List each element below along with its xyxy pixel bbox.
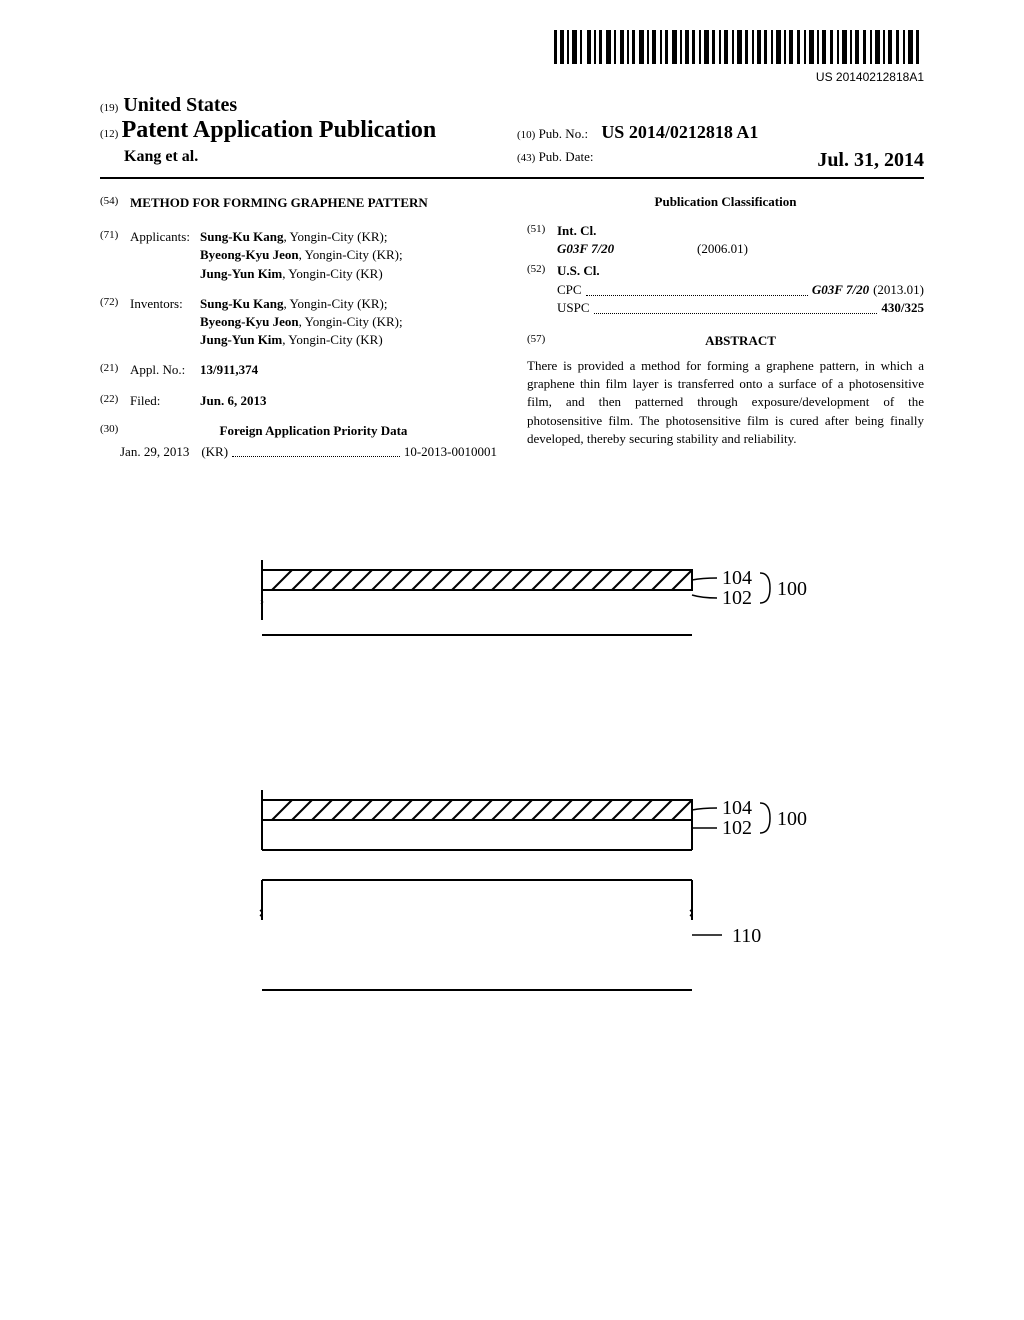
dots-icon — [586, 295, 808, 296]
applicants-content: Sung-Ku Kang, Yongin-City (KR); Byeong-K… — [200, 228, 497, 283]
us-cl-label: U.S. Cl. — [557, 262, 924, 280]
applicants-num: (71) — [100, 228, 130, 283]
cpc-code: G03F 7/20 — [812, 281, 869, 299]
barcode-graphic — [554, 30, 924, 64]
int-cl-row: (51) Int. Cl. G03F 7/20 (2006.01) — [527, 222, 924, 260]
dots-icon — [594, 313, 878, 314]
barcode-section: US 20140212818A1 — [100, 30, 924, 84]
pub-no-label: Pub. No.: — [539, 126, 588, 141]
abstract-text: There is provided a method for forming a… — [527, 357, 924, 448]
priority-date: Jan. 29, 2013 — [120, 444, 189, 460]
country-num: (19) — [100, 102, 118, 114]
body-columns: (54) METHOD FOR FORMING GRAPHENE PATTERN… — [100, 194, 924, 460]
header-row: (19) United States (12) Patent Applicati… — [100, 94, 924, 179]
pub-date: Jul. 31, 2014 — [817, 149, 924, 172]
fig2-label-110: 110 — [732, 925, 761, 947]
priority-country: (KR) — [201, 444, 228, 460]
applicant-loc-0: , Yongin-City (KR); — [283, 229, 387, 244]
pub-date-num: (43) — [517, 152, 535, 164]
header-applicant: Kang et al. — [100, 148, 507, 166]
pub-no: US 2014/0212818 A1 — [601, 122, 758, 142]
header-right: (10) Pub. No.: US 2014/0212818 A1 (43) P… — [507, 94, 924, 172]
int-cl-label: Int. Cl. — [557, 222, 924, 240]
applicant-loc-1: , Yongin-City (KR); — [299, 247, 403, 262]
uspc-code: 430/325 — [881, 299, 924, 317]
inventor-name-1: Byeong-Kyu Jeon — [200, 314, 299, 329]
country: United States — [123, 94, 237, 116]
applicants-label: Applicants: — [130, 228, 200, 283]
filed-value: Jun. 6, 2013 — [200, 392, 497, 410]
figures-section: 104 102 100 — [100, 540, 924, 1030]
applicant-name-2: Jung-Yun Kim — [200, 266, 282, 281]
dots-icon — [232, 456, 400, 457]
priority-header-row: (30) Foreign Application Priority Data — [100, 422, 497, 440]
appl-no-label: Appl. No.: — [130, 361, 200, 379]
inventor-loc-2: , Yongin-City (KR) — [282, 332, 382, 347]
int-cl-content: Int. Cl. G03F 7/20 (2006.01) — [557, 222, 924, 260]
inventor-name-2: Jung-Yun Kim — [200, 332, 282, 347]
us-cl-row: (52) U.S. Cl. CPC G03F 7/20 (2013.01) US… — [527, 262, 924, 317]
inventor-loc-0: , Yongin-City (KR); — [283, 296, 387, 311]
uspc-label: USPC — [557, 299, 590, 317]
priority-data-row: Jan. 29, 2013 (KR) 10-2013-0010001 — [100, 444, 497, 460]
pub-type: Patent Application Publication — [122, 117, 437, 143]
fig1-label-104: 104 — [722, 567, 752, 589]
us-cl-num: (52) — [527, 262, 557, 317]
inventors-label: Inventors: — [130, 295, 200, 350]
pub-no-num: (10) — [517, 129, 535, 141]
inventor-loc-1: , Yongin-City (KR); — [299, 314, 403, 329]
pub-type-num: (12) — [100, 128, 118, 140]
int-cl-code: G03F 7/20 — [557, 240, 697, 258]
int-cl-num: (51) — [527, 222, 557, 260]
inventor-name-0: Sung-Ku Kang — [200, 296, 283, 311]
abstract-header: ABSTRACT — [557, 333, 924, 349]
filed-num: (22) — [100, 392, 130, 410]
applicant-name-0: Sung-Ku Kang — [200, 229, 283, 244]
right-column: Publication Classification (51) Int. Cl.… — [527, 194, 924, 460]
cpc-label: CPC — [557, 281, 582, 299]
figure-1: 104 102 100 — [192, 540, 832, 670]
inventors-row: (72) Inventors: Sung-Ku Kang, Yongin-Cit… — [100, 295, 497, 350]
priority-header: Foreign Application Priority Data — [130, 422, 497, 440]
title-num: (54) — [100, 194, 130, 216]
applicant-name-1: Byeong-Kyu Jeon — [200, 247, 299, 262]
fig2-label-104: 104 — [722, 797, 752, 819]
title-row: (54) METHOD FOR FORMING GRAPHENE PATTERN — [100, 194, 497, 216]
header-left: (19) United States (12) Patent Applicati… — [100, 94, 507, 166]
classification-header: Publication Classification — [527, 194, 924, 210]
abstract-num: (57) — [527, 333, 557, 349]
filed-label: Filed: — [130, 392, 200, 410]
int-cl-version: (2006.01) — [697, 240, 748, 258]
appl-no-value: 13/911,374 — [200, 361, 497, 379]
priority-num: (30) — [100, 422, 130, 440]
fig2-label-100: 100 — [777, 808, 807, 830]
applicant-loc-2: , Yongin-City (KR) — [282, 266, 382, 281]
appl-no-num: (21) — [100, 361, 130, 379]
pub-date-label: Pub. Date: — [539, 149, 594, 164]
us-cl-content: U.S. Cl. CPC G03F 7/20 (2013.01) USPC 43… — [557, 262, 924, 317]
figure-2: 104 102 100 110 — [192, 770, 832, 1030]
fig1-label-102: 102 — [722, 587, 752, 609]
inventors-content: Sung-Ku Kang, Yongin-City (KR); Byeong-K… — [200, 295, 497, 350]
applicants-row: (71) Applicants: Sung-Ku Kang, Yongin-Ci… — [100, 228, 497, 283]
fig1-label-100: 100 — [777, 578, 807, 600]
cpc-version: (2013.01) — [873, 281, 924, 299]
appl-no-row: (21) Appl. No.: 13/911,374 — [100, 361, 497, 379]
filed-row: (22) Filed: Jun. 6, 2013 — [100, 392, 497, 410]
left-column: (54) METHOD FOR FORMING GRAPHENE PATTERN… — [100, 194, 497, 460]
barcode-text: US 20140212818A1 — [100, 70, 924, 84]
abstract-header-row: (57) ABSTRACT — [527, 333, 924, 349]
title-text: METHOD FOR FORMING GRAPHENE PATTERN — [130, 194, 497, 212]
priority-app-no: 10-2013-0010001 — [404, 444, 497, 460]
inventors-num: (72) — [100, 295, 130, 350]
fig2-label-102: 102 — [722, 817, 752, 839]
